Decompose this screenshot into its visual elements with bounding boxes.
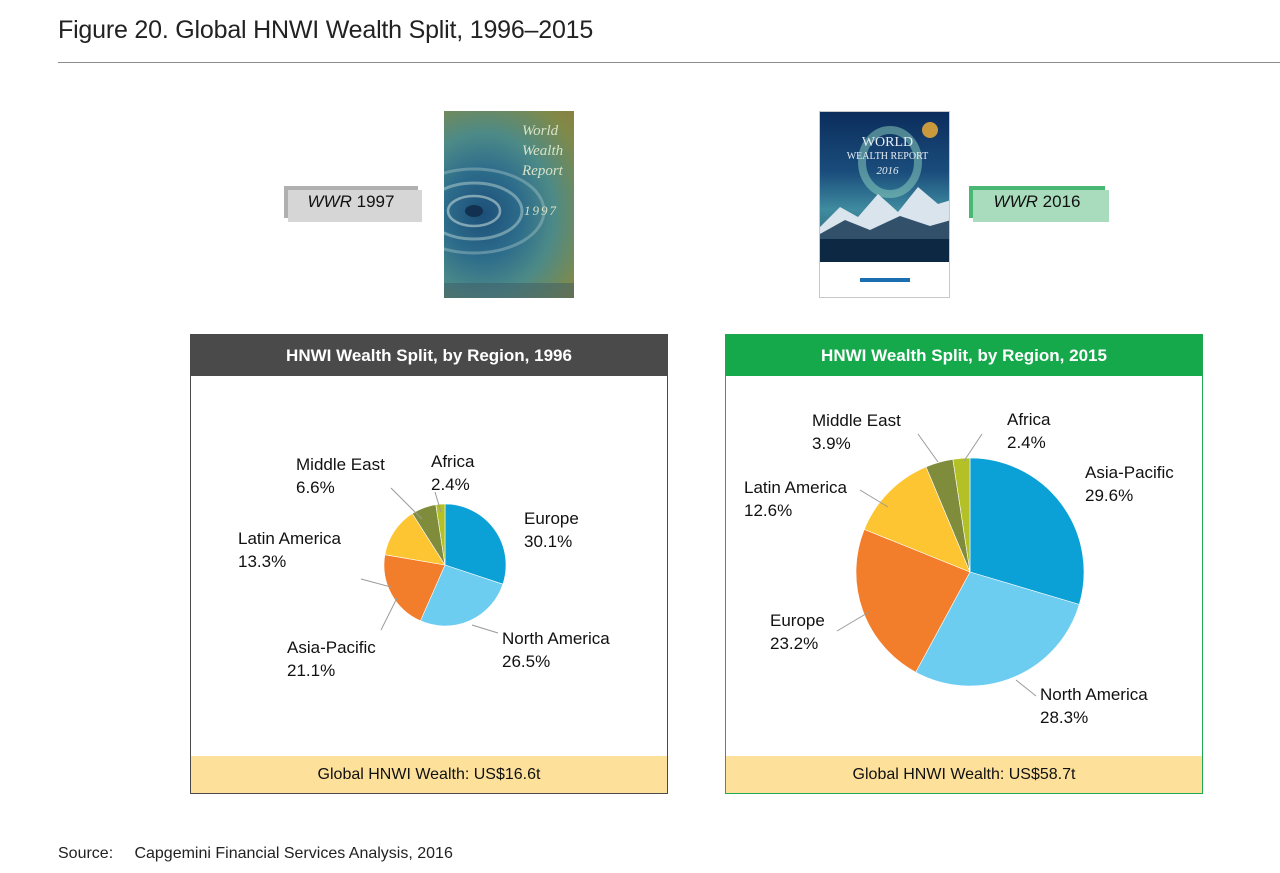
slice-value: 2.4% — [1007, 433, 1046, 452]
slice-value: 2.4% — [431, 475, 470, 494]
pie-slice-latin-america — [863, 466, 971, 573]
source-text: Capgemini Financial Services Analysis, 2… — [134, 845, 453, 862]
report-cover-2016: WORLD WEALTH REPORT 2016 — [819, 111, 950, 298]
leader-line — [859, 489, 889, 508]
chart-footer: Global HNWI Wealth: US$16.6t — [191, 756, 667, 793]
leader-line — [390, 487, 423, 520]
leader-line — [963, 433, 983, 462]
leader-line — [471, 624, 499, 634]
cover-title-line: WORLD — [861, 135, 914, 150]
slice-label: Europe — [524, 509, 579, 528]
slice-value: 26.5% — [502, 652, 550, 671]
chart-panel-2015: HNWI Wealth Split, by Region, 2015 Asia-… — [725, 334, 1203, 794]
slice-label: Europe — [770, 611, 825, 630]
slice-value: 28.3% — [1040, 708, 1088, 727]
chart-title: HNWI Wealth Split, by Region, 1996 — [191, 335, 667, 376]
source-label: Source: — [58, 845, 114, 862]
pie-slice-asia-pacific — [969, 457, 1085, 605]
slice-label: Africa — [1007, 410, 1051, 429]
slice-label: Asia-Pacific — [287, 638, 376, 657]
cover-ripples — [444, 167, 574, 298]
report-name: WWR — [307, 192, 352, 211]
figure-title: Figure 20. Global HNWI Wealth Split, 199… — [58, 16, 594, 44]
title-divider — [58, 62, 1280, 63]
leader-line — [434, 491, 442, 513]
report-year: 1997 — [356, 192, 395, 211]
pie-slice-north-america — [420, 564, 504, 627]
cover-title-line: Report — [522, 163, 563, 179]
slice-value: 13.3% — [238, 552, 286, 571]
chart-footer: Global HNWI Wealth: US$58.7t — [726, 756, 1202, 793]
report-year: 2016 — [1042, 192, 1081, 211]
slice-value: 12.6% — [744, 501, 792, 520]
leader-line — [380, 597, 398, 631]
slice-label: Africa — [431, 452, 475, 471]
leader-line — [1015, 679, 1037, 697]
cover-year: 1997 — [524, 203, 558, 218]
pie-slice-africa — [952, 457, 971, 573]
slice-label: Latin America — [744, 478, 848, 497]
slice-label: Asia-Pacific — [1085, 463, 1174, 482]
cover-year: 2016 — [876, 165, 899, 177]
report-cover-1997: World Wealth Report 1997 — [444, 111, 574, 298]
leader-line — [360, 578, 392, 588]
pie-slice-europe — [444, 503, 507, 585]
slice-value: 30.1% — [524, 532, 572, 551]
leader-line — [836, 611, 870, 632]
slice-label: North America — [1040, 685, 1148, 704]
report-name: WWR — [993, 192, 1038, 211]
slice-value: 6.6% — [296, 478, 335, 497]
pie-slice-north-america — [915, 571, 1080, 687]
chart-panel-1996: HNWI Wealth Split, by Region, 1996 Europ… — [190, 334, 668, 794]
slice-value: 29.6% — [1085, 486, 1133, 505]
pie-slice-europe — [855, 528, 971, 673]
slice-value: 3.9% — [812, 434, 851, 453]
pie-chart-1996: Europe 30.1% North America 26.5% Asia-Pacifi… — [238, 452, 610, 680]
slice-value: 21.1% — [287, 661, 335, 680]
cover-title-line: WEALTH REPORT — [846, 151, 929, 162]
chart-title: HNWI Wealth Split, by Region, 2015 — [726, 335, 1202, 376]
slice-value: 23.2% — [770, 634, 818, 653]
pie-slice-asia-pacific — [383, 554, 446, 622]
report-label-2016: WWR 2016 — [969, 186, 1109, 222]
slice-label: North America — [502, 629, 610, 648]
source-note: Source: Capgemini Financial Services Ana… — [58, 845, 453, 863]
slice-label: Latin America — [238, 529, 342, 548]
cover-title-line: Wealth — [522, 143, 564, 159]
pie-slice-africa — [435, 503, 446, 566]
leader-line — [917, 433, 939, 463]
slice-label: Middle East — [296, 455, 385, 474]
cover-landscape — [820, 122, 949, 282]
cover-title-line: World — [522, 123, 559, 139]
slice-label: Middle East — [812, 411, 901, 430]
report-label-1997: WWR 1997 — [284, 186, 422, 222]
pie-chart-2015: Asia-Pacific 29.6% North America 28.3% Europ… — [744, 410, 1174, 727]
